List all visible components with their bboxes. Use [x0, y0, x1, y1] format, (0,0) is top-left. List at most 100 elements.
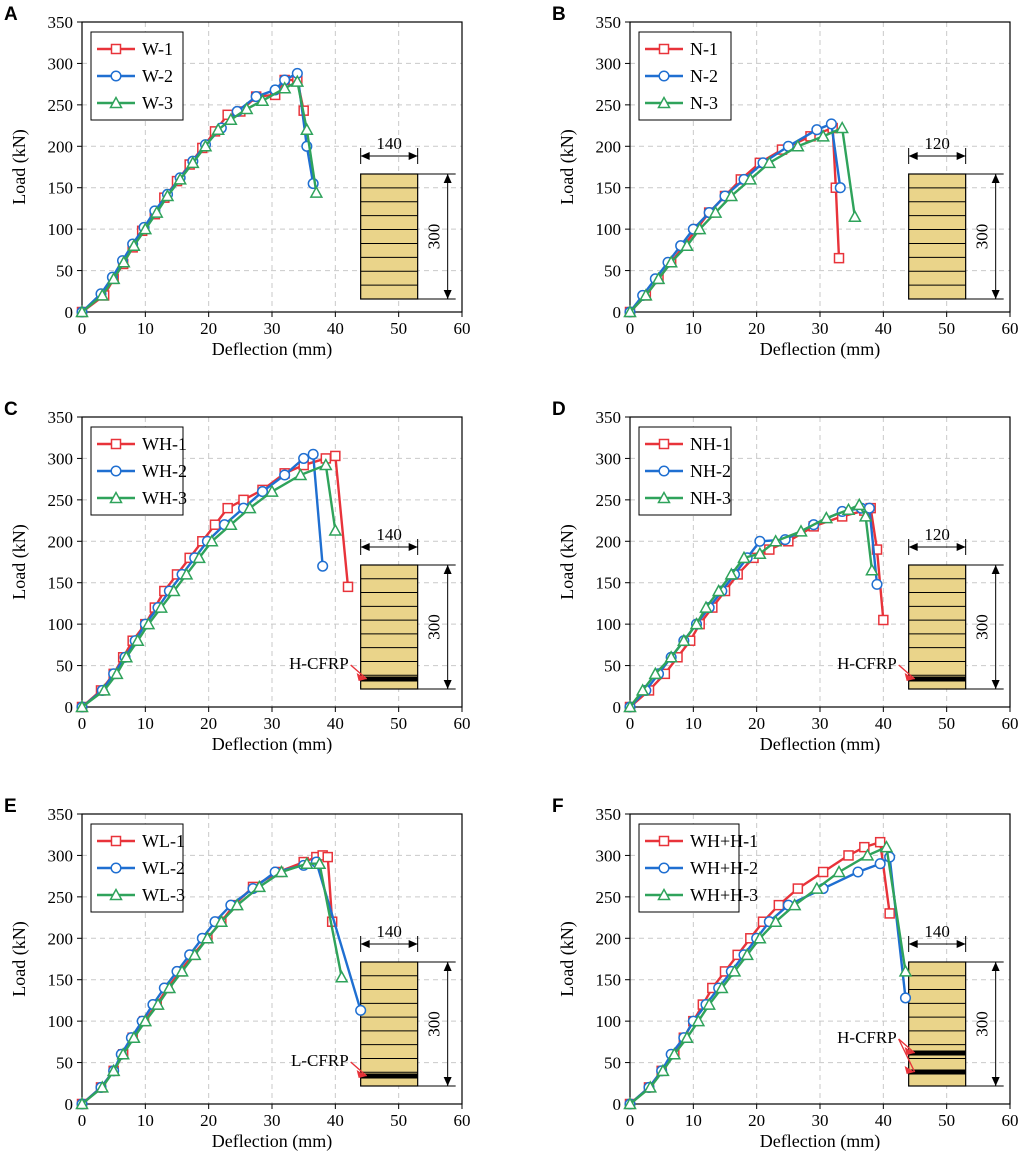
- cfrp-strip: [908, 676, 966, 682]
- data-point: [162, 980, 177, 994]
- legend-marker: [110, 835, 122, 847]
- series-w-3: [75, 74, 324, 318]
- data-point: [151, 997, 165, 1010]
- data-point: [138, 222, 153, 235]
- beam-section: [360, 564, 419, 690]
- y-tick-label: 50: [56, 657, 73, 676]
- x-tick-label: 60: [454, 1111, 471, 1130]
- section-inset: 140 300 H-CFRP: [289, 525, 456, 690]
- data-point: [205, 534, 219, 547]
- data-point: [277, 81, 292, 94]
- x-tick-label: 0: [78, 319, 87, 338]
- y-axis-title: Load (kN): [557, 524, 578, 599]
- data-point: [715, 980, 729, 994]
- data-point: [639, 288, 653, 301]
- height-label: 300: [425, 614, 444, 640]
- data-point: [651, 271, 666, 285]
- arrow-head: [443, 680, 452, 689]
- section-inset: 120 300: [908, 134, 1004, 300]
- data-point: [298, 452, 310, 464]
- data-point: [852, 497, 867, 511]
- data-point: [858, 509, 873, 522]
- y-tick-label: 150: [596, 179, 622, 198]
- x-tick-label: 40: [875, 1111, 892, 1130]
- data-point: [852, 866, 864, 878]
- y-axis-title: Load (kN): [557, 129, 578, 204]
- data-point: [265, 484, 279, 497]
- panel-e: E 0 10 20 30 40 50 60 0 50 100 150 200 250 300 350 Defle…: [4, 796, 471, 1152]
- legend: NH-1 NH-2 NH-3: [638, 426, 732, 516]
- legend: WH+H-1 WH+H-2 WH+H-3: [638, 823, 758, 913]
- y-tick-label: 100: [596, 1012, 622, 1031]
- data-point: [724, 188, 739, 202]
- data-point: [209, 519, 221, 530]
- legend-marker: [658, 70, 670, 82]
- data-point: [768, 914, 783, 927]
- y-tick-label: 300: [48, 846, 74, 865]
- arrow-head: [991, 565, 1000, 574]
- data-point: [871, 578, 883, 590]
- legend-label: WL-2: [142, 858, 185, 878]
- beam-section: [908, 564, 967, 690]
- x-tick-label: 20: [200, 319, 217, 338]
- data-point: [97, 683, 111, 696]
- x-tick-label: 20: [200, 1111, 217, 1130]
- beam-section: [908, 173, 967, 300]
- data-point: [656, 1063, 670, 1077]
- series-line: [629, 126, 841, 313]
- data-point: [899, 992, 912, 1004]
- legend-label: W-3: [142, 93, 173, 113]
- data-point: [794, 524, 808, 537]
- cfrp-strip: [360, 676, 418, 682]
- data-point: [95, 288, 110, 301]
- cfrp-arrow: [898, 664, 916, 680]
- height-label: 300: [973, 614, 992, 640]
- legend-marker: [110, 438, 122, 450]
- data-point: [898, 964, 913, 977]
- legend-label: N-2: [690, 66, 718, 86]
- series-n-2: [624, 118, 846, 318]
- panel-f: F 0 10 20 30 40 50 60 0 50 100 150 200 250 300 350 Defle…: [552, 796, 1019, 1152]
- data-point: [623, 699, 637, 713]
- data-point: [300, 122, 314, 135]
- legend-marker: [110, 862, 122, 874]
- x-tick-label: 10: [137, 1111, 154, 1130]
- legend-label: N-3: [690, 93, 718, 113]
- x-tick-label: 60: [1002, 319, 1019, 338]
- x-tick-label: 20: [200, 714, 217, 733]
- cfrp-arrow: [350, 1061, 368, 1077]
- x-tick-label: 50: [390, 714, 407, 733]
- x-tick-label: 30: [812, 319, 829, 338]
- beam-section: [908, 961, 967, 1087]
- x-axis-title: Deflection (mm): [760, 1131, 880, 1152]
- x-tick-label: 0: [626, 319, 635, 338]
- y-tick-label: 50: [56, 262, 73, 281]
- data-point: [322, 851, 333, 863]
- data-point: [724, 567, 739, 580]
- legend-label: WL-3: [142, 885, 185, 905]
- series-nh-3: [623, 497, 879, 713]
- arrow-head: [908, 152, 918, 160]
- y-tick-label: 200: [596, 929, 622, 948]
- data-point: [279, 469, 291, 481]
- cfrp-label: L-CFRP: [291, 1051, 349, 1070]
- x-tick-label: 0: [78, 714, 87, 733]
- y-tick-label: 100: [48, 220, 74, 239]
- data-point: [680, 238, 694, 251]
- x-axis-title: Deflection (mm): [212, 339, 332, 360]
- x-tick-label: 40: [327, 1111, 344, 1130]
- legend-marker: [110, 70, 122, 82]
- x-tick-label: 20: [748, 1111, 765, 1130]
- y-tick-label: 350: [48, 408, 74, 427]
- y-tick-label: 250: [48, 96, 74, 115]
- data-point: [878, 614, 889, 626]
- data-point: [230, 898, 244, 911]
- arrow-head: [443, 1077, 452, 1086]
- y-tick-label: 300: [596, 846, 622, 865]
- data-point: [200, 931, 215, 944]
- arrow-head: [904, 1047, 915, 1055]
- data-point: [623, 1096, 637, 1110]
- data-point: [834, 182, 846, 194]
- data-point: [319, 458, 333, 471]
- x-tick-label: 40: [875, 714, 892, 733]
